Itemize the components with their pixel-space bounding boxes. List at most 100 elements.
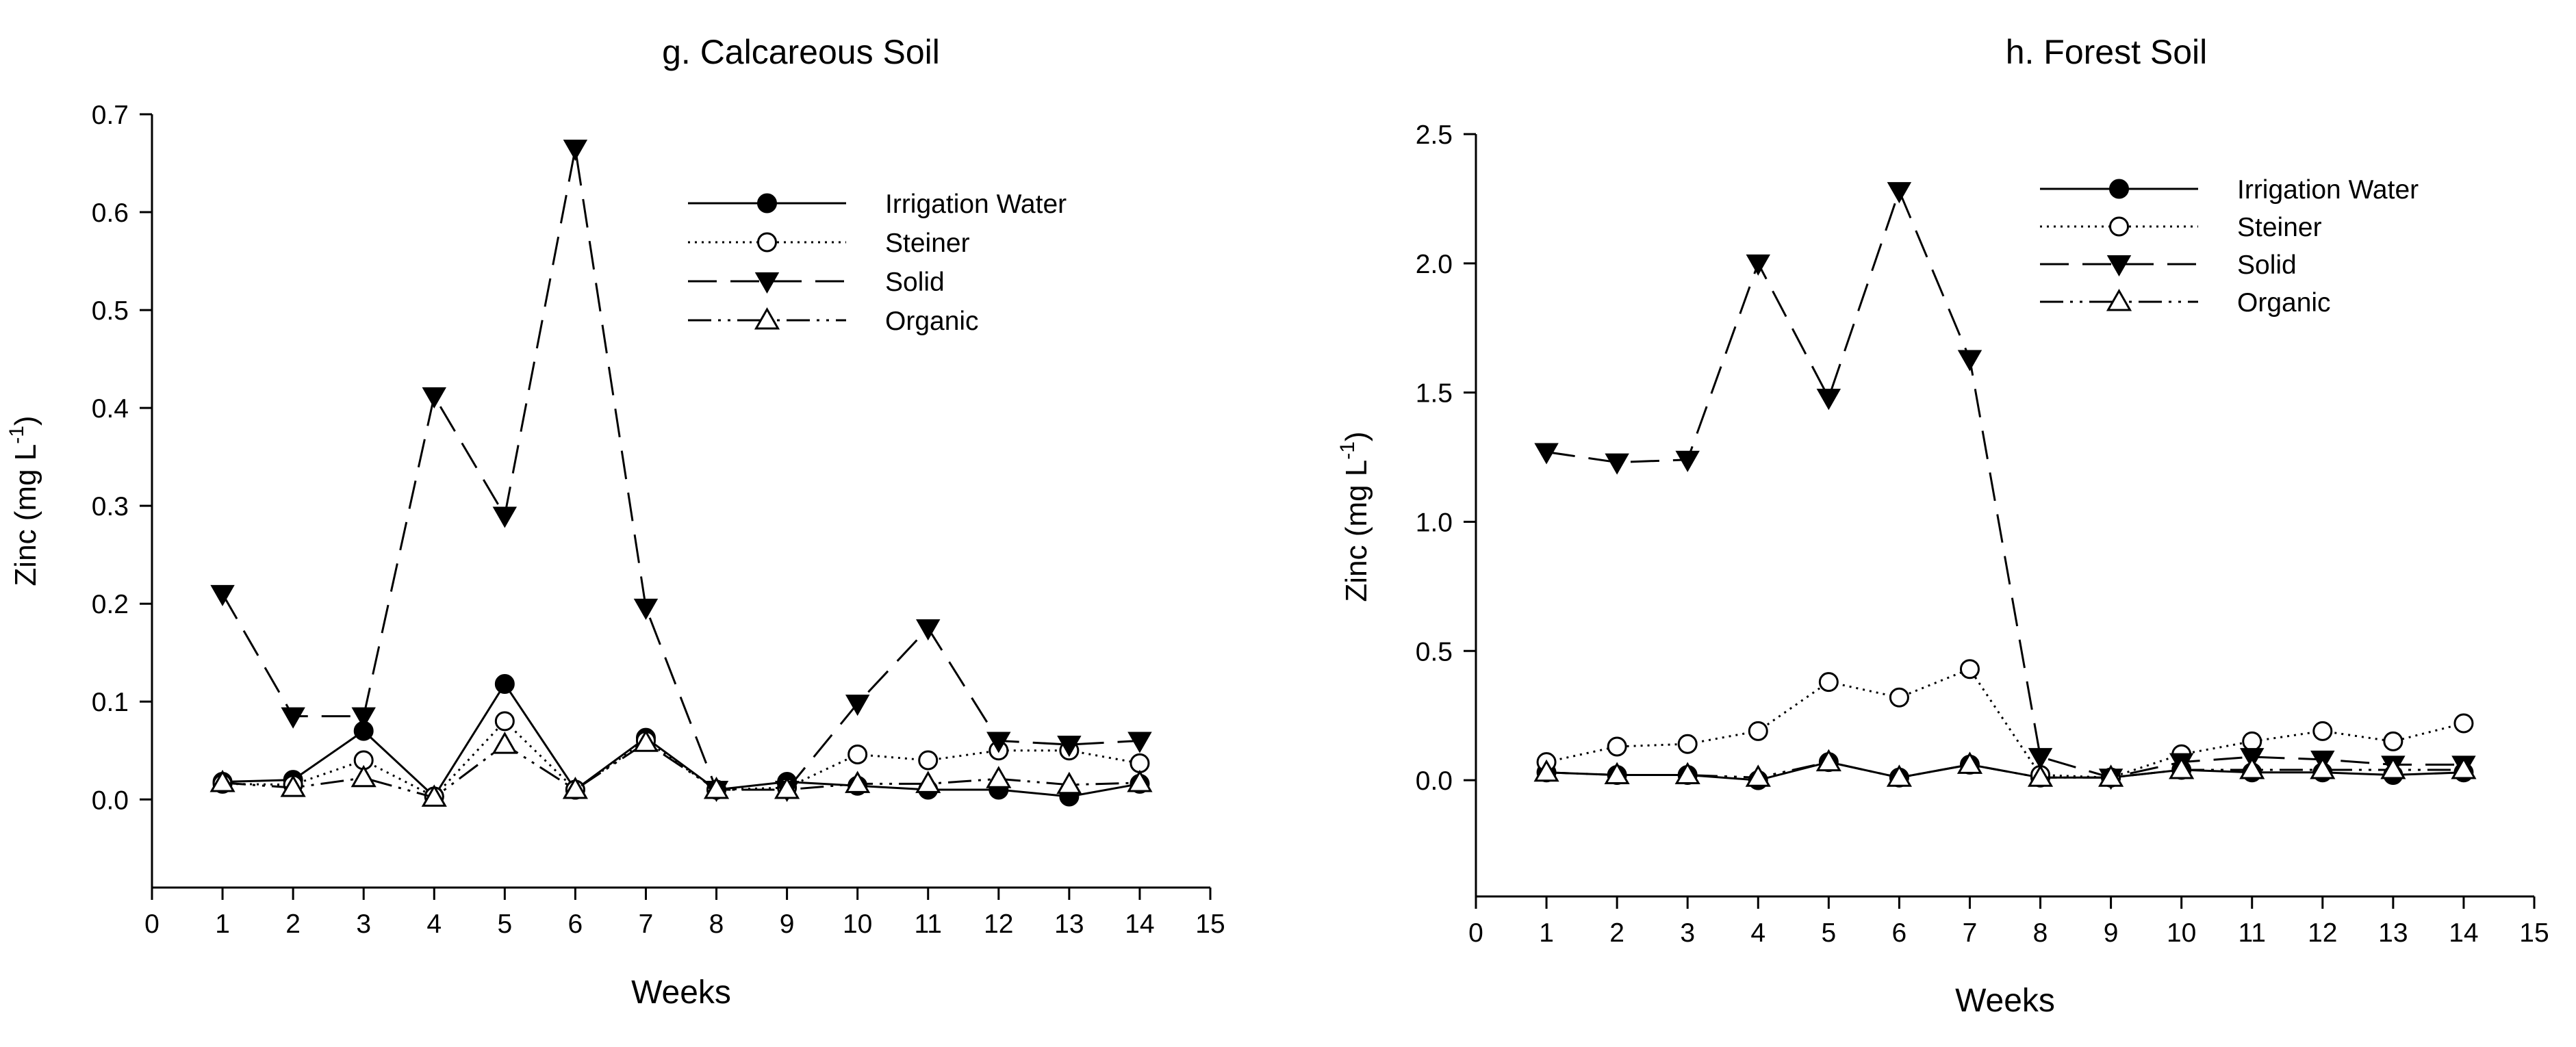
- data-point: [2027, 764, 2054, 787]
- x-tick-label: 2: [1609, 918, 1624, 948]
- y-axis-label: Zinc (mg L-1): [1336, 431, 1373, 602]
- data-point: [845, 771, 871, 793]
- legend-swatch-marker: [2106, 288, 2132, 311]
- x-tick-label: 12: [984, 909, 1013, 939]
- chart-title: h. Forest Soil: [2006, 33, 2208, 71]
- y-axis-label-group: Zinc (mg L-1): [1336, 431, 1373, 602]
- x-tick-label: 9: [2104, 918, 2119, 948]
- y-tick-label: 2.0: [1416, 250, 1453, 279]
- legend-swatch-marker: [757, 193, 777, 214]
- data-point: [1056, 771, 1082, 794]
- legend-label: Organic: [885, 307, 979, 336]
- x-tick-label: 9: [780, 909, 795, 939]
- data-point: [986, 766, 1012, 788]
- data-point: [2028, 748, 2053, 770]
- data-point: [350, 764, 377, 788]
- data-point: [2453, 713, 2474, 734]
- legend-label: Irrigation Water: [2237, 175, 2419, 205]
- y-axis-label-text: Zinc (mg L: [1340, 460, 1373, 602]
- y-axis-label-group: Zinc (mg L-1): [5, 415, 42, 586]
- x-tick-label: 2: [285, 909, 301, 939]
- legend-item: Solid: [2040, 250, 2297, 280]
- x-axis-label: Weeks: [631, 974, 731, 1011]
- chart-title: g. Calcareous Soil: [662, 33, 940, 71]
- x-tick-label: 11: [2238, 918, 2266, 948]
- y-tick-label: 0.5: [92, 296, 129, 326]
- series-solid: [1534, 182, 2476, 790]
- legend-item: Organic: [688, 307, 979, 336]
- data-point: [1674, 762, 1700, 785]
- legend-swatch-marker: [2109, 179, 2129, 199]
- legend-swatch-marker: [2106, 255, 2132, 277]
- data-point: [1130, 753, 1150, 773]
- y-axis-label: Zinc (mg L-1): [5, 415, 42, 586]
- data-point: [2242, 731, 2262, 751]
- legend-item: Irrigation Water: [688, 190, 1067, 219]
- data-point: [986, 732, 1011, 753]
- x-tick-label: 4: [1750, 918, 1765, 948]
- data-point: [1748, 721, 1768, 741]
- y-tick-label: 0.0: [92, 786, 129, 815]
- data-point: [351, 707, 376, 729]
- data-point: [1887, 182, 1912, 204]
- y-axis-label-close: ): [9, 415, 42, 426]
- data-point: [2169, 756, 2195, 779]
- legend-item: Solid: [688, 268, 945, 297]
- y-tick-label: 0.1: [92, 688, 129, 717]
- x-tick-label: 12: [2308, 918, 2337, 948]
- x-tick-label: 15: [2519, 918, 2549, 948]
- x-tick-label: 1: [215, 909, 230, 939]
- data-point: [1956, 751, 1983, 774]
- y-tick-label: 0.0: [1416, 766, 1453, 796]
- series-solid: [210, 140, 1152, 802]
- legend-swatch-marker: [757, 232, 777, 253]
- data-point: [633, 729, 659, 752]
- series-line: [221, 147, 1140, 791]
- data-point: [2239, 756, 2265, 779]
- y-tick-label: 2.5: [1416, 120, 1453, 150]
- data-point: [1957, 350, 1982, 372]
- legend-label: Steiner: [885, 229, 970, 258]
- x-axis-label: Weeks: [1955, 983, 2055, 1019]
- y-axis-label-text: Zinc (mg L: [9, 444, 42, 586]
- x-tick-label: 4: [426, 909, 442, 939]
- data-point: [562, 776, 588, 799]
- x-tick-label: 3: [1680, 918, 1695, 948]
- data-point: [1127, 732, 1152, 753]
- x-tick-label: 11: [914, 909, 942, 939]
- y-tick-label: 0.2: [92, 590, 129, 619]
- data-point: [492, 506, 518, 528]
- data-point: [280, 775, 306, 797]
- series-line: [222, 741, 1140, 799]
- data-point: [2451, 756, 2477, 779]
- data-point: [916, 619, 941, 641]
- x-tick-label: 1: [1539, 918, 1554, 948]
- legend-label: Solid: [2237, 250, 2297, 280]
- data-point: [774, 776, 800, 799]
- y-tick-label: 0.7: [92, 101, 129, 130]
- data-point: [421, 784, 447, 807]
- data-point: [1959, 659, 1980, 680]
- data-point: [2312, 721, 2333, 741]
- series-line: [1546, 761, 2464, 779]
- y-axis-label-close: ): [1340, 431, 1373, 441]
- legend-label: Steiner: [2237, 213, 2322, 242]
- data-point: [1605, 453, 1629, 475]
- y-axis-label-superscript: -1: [5, 426, 28, 444]
- x-tick-label: 7: [639, 909, 654, 939]
- y-tick-label: 1.5: [1416, 379, 1453, 409]
- data-point: [1677, 734, 1698, 754]
- data-point: [1818, 672, 1839, 693]
- x-tick-label: 3: [356, 909, 371, 939]
- data-point: [2380, 756, 2406, 779]
- legend-swatch-marker: [754, 307, 780, 330]
- data-point: [209, 769, 235, 792]
- y-axis-label-superscript: -1: [1336, 441, 1359, 460]
- series-line: [1546, 190, 2464, 779]
- x-tick-label: 7: [1963, 918, 1978, 948]
- x-tick-label: 13: [1054, 909, 1084, 939]
- x-tick-label: 6: [1892, 918, 1907, 948]
- data-point: [1607, 736, 1627, 757]
